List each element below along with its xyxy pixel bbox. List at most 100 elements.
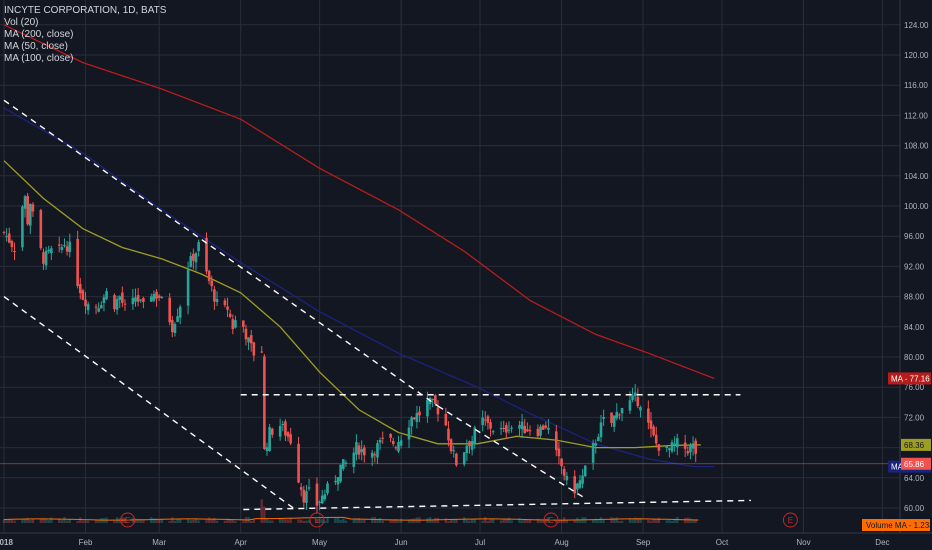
time-scale-background[interactable] — [0, 533, 932, 550]
candle-body — [136, 295, 140, 302]
volume-bar — [336, 517, 340, 523]
volume-bar — [491, 518, 495, 523]
volume-bar — [565, 520, 569, 523]
candle-body — [689, 445, 692, 453]
candle-body — [86, 304, 90, 311]
trendline-upper-falling — [3, 99, 439, 407]
volume-bar — [484, 517, 487, 523]
volume-bar — [499, 520, 503, 523]
volume-bar — [286, 519, 290, 523]
candle-body — [418, 411, 421, 416]
volume-bar — [436, 517, 440, 523]
earnings-marker-label: E — [125, 516, 130, 525]
volume-bar — [260, 499, 263, 523]
candle-body — [286, 432, 290, 437]
candle-body — [557, 448, 561, 457]
candle-body — [278, 426, 282, 437]
candle-body — [268, 427, 271, 452]
candle-body — [320, 495, 324, 504]
candle-body — [610, 412, 613, 423]
candle-body — [562, 468, 566, 476]
volume-bar — [694, 520, 697, 523]
candle-body — [131, 297, 135, 305]
volume-bar — [160, 519, 163, 523]
trendlines[interactable] — [3, 99, 751, 511]
ma100-line — [3, 107, 715, 468]
volume-bar — [171, 517, 174, 523]
candle-body — [547, 427, 550, 430]
volume-bar — [10, 519, 14, 523]
candle-body — [412, 417, 416, 420]
legend-ma50[interactable]: MA (50, close) — [4, 41, 68, 52]
volume-bar — [394, 519, 398, 523]
candle-body — [473, 427, 477, 445]
volume-bar — [615, 517, 618, 523]
volume-bar — [284, 519, 287, 523]
volume-bar — [31, 519, 35, 523]
candle-body — [536, 428, 540, 437]
volume-bar — [397, 520, 400, 523]
volume-bar — [618, 520, 621, 523]
candle-body — [694, 440, 697, 454]
candle-body — [302, 489, 306, 503]
candle-body — [518, 425, 521, 429]
candle-body — [39, 210, 43, 249]
candle-body — [505, 425, 508, 433]
candle-body — [352, 452, 356, 467]
volume-bar — [526, 519, 529, 523]
volume-bar — [134, 518, 137, 523]
volume-bar — [468, 520, 471, 523]
candle-body — [7, 233, 11, 243]
candle-body — [668, 448, 671, 451]
legend-ma100[interactable]: MA (100, close) — [4, 53, 74, 64]
earnings-marker-label: E — [548, 516, 553, 525]
price-tick-label: 124.00 — [904, 21, 929, 30]
legend-volume[interactable]: Vol (20) — [4, 17, 39, 28]
candle-body — [355, 442, 358, 455]
price-tick-label: 80.00 — [904, 353, 925, 362]
volume-bar — [683, 517, 687, 523]
candle-body — [123, 303, 127, 305]
chart-legend: INCYTE CORPORATION, 1D, BATS Vol (20) MA… — [4, 5, 166, 65]
candle-body — [602, 416, 605, 419]
candle-body — [242, 320, 245, 327]
candle-body — [334, 480, 337, 482]
candle-body — [231, 319, 235, 330]
candle-body — [194, 253, 198, 263]
candle-body — [555, 431, 558, 451]
price-axis: 60.0064.0068.0072.0076.0080.0084.0088.00… — [904, 21, 929, 513]
legend-ma200[interactable]: MA (200, close) — [4, 29, 74, 40]
volume-bar — [452, 519, 455, 523]
candle-body — [631, 395, 634, 400]
candle-body — [654, 434, 658, 444]
candle-body — [389, 434, 392, 438]
candle-body — [63, 245, 66, 247]
volume-bar — [599, 517, 603, 523]
price-tick-label: 112.00 — [904, 111, 928, 120]
candle-body — [357, 445, 361, 455]
candle-body — [223, 300, 227, 306]
candle-body — [207, 270, 211, 281]
candle-body — [252, 342, 256, 356]
volume-bar — [455, 519, 458, 523]
candle-body — [615, 411, 619, 419]
chart-title[interactable]: INCYTE CORPORATION, 1D, BATS — [4, 5, 167, 16]
earnings-marker — [309, 512, 325, 528]
candle-body — [636, 396, 640, 407]
candle-body — [113, 295, 116, 310]
candle-body — [315, 483, 319, 506]
volume-bar — [413, 518, 416, 523]
volume-bar — [321, 519, 324, 523]
volume-bar — [465, 520, 469, 523]
candle-body — [44, 250, 48, 266]
volume-bar — [210, 519, 213, 523]
candle-body — [336, 477, 340, 485]
candle-body — [152, 293, 156, 301]
time-tick-label: May — [312, 538, 327, 547]
volume-bar — [655, 519, 658, 523]
volume-bar — [139, 519, 142, 523]
